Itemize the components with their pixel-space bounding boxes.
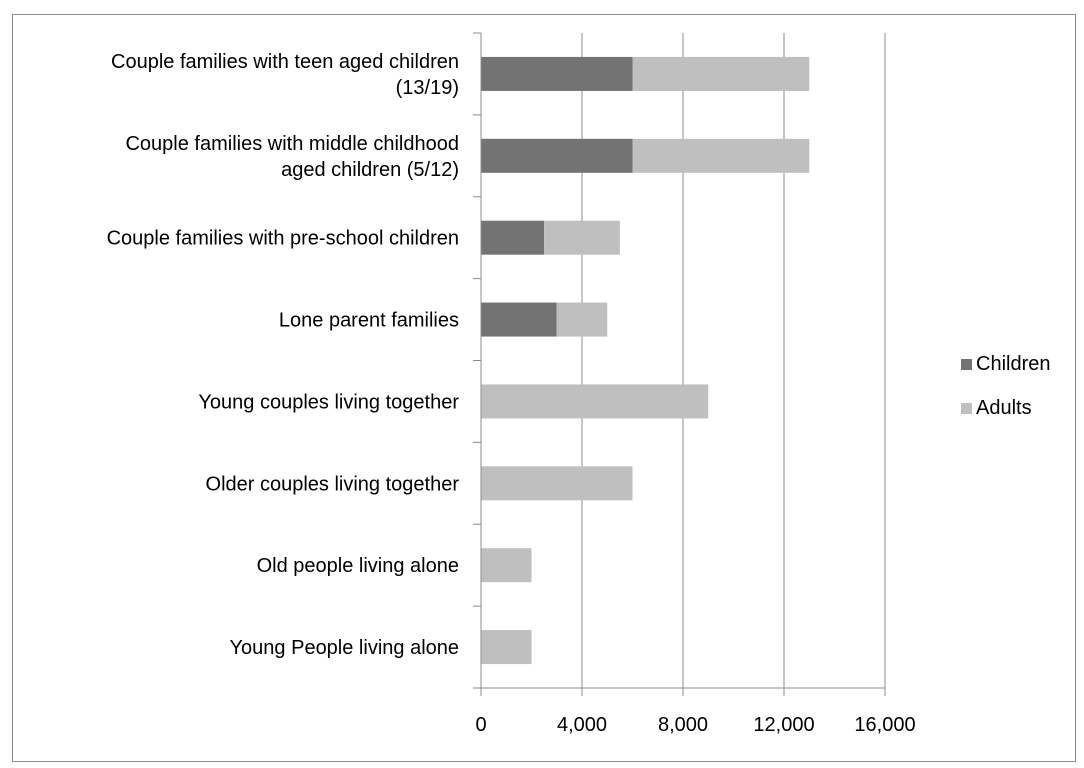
- bar-children: [481, 56, 633, 91]
- category-label: Couple families with middle childhood age…: [125, 133, 459, 181]
- axes: [473, 32, 886, 696]
- x-tick-label: 8,000: [658, 714, 708, 736]
- legend-swatch-adults: [961, 403, 972, 414]
- bar-children: [481, 220, 545, 255]
- legend: Children Adults: [961, 353, 1050, 419]
- x-tick-labels: 0 4,000 8,000 12,000 16,000: [475, 714, 915, 736]
- bar-adults: [481, 466, 633, 501]
- bar-adults: [544, 220, 620, 255]
- category-label: Young couples living together: [198, 391, 459, 413]
- x-tick-label: 12,000: [753, 714, 814, 736]
- legend-label-adults: Adults: [976, 397, 1032, 419]
- bars: [481, 56, 810, 665]
- bar-adults: [556, 302, 608, 337]
- x-tick-label: 4,000: [557, 714, 607, 736]
- bar-adults: [632, 56, 810, 91]
- category-label: Young People living alone: [230, 637, 459, 659]
- category-label: Older couples living together: [206, 473, 460, 495]
- x-tick-label: 16,000: [854, 714, 915, 736]
- category-label: Couple families with teen aged children(…: [111, 51, 459, 99]
- bar-adults: [481, 630, 532, 665]
- legend-swatch-children: [961, 359, 972, 370]
- category-label: Lone parent families: [279, 310, 459, 332]
- bar-adults: [632, 138, 810, 173]
- legend-label-children: Children: [976, 353, 1050, 375]
- bar-children: [481, 138, 633, 173]
- bar-adults: [481, 548, 532, 583]
- category-label: Couple families with pre-school children: [107, 228, 459, 250]
- bar-children: [481, 302, 557, 337]
- x-tick-label: 0: [475, 714, 486, 736]
- bar-adults: [481, 384, 709, 419]
- gridlines: [581, 33, 886, 688]
- category-labels: Couple families with teen aged children(…: [107, 51, 460, 659]
- category-label: Old people living alone: [257, 555, 459, 577]
